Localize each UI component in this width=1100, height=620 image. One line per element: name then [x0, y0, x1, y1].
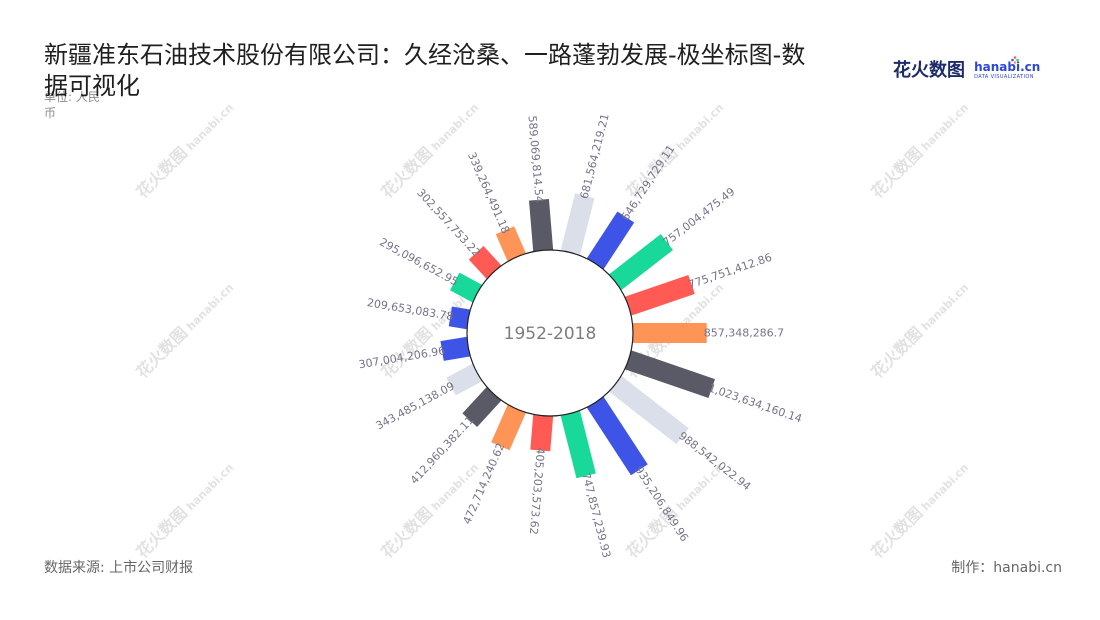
- polar-bar: [557, 193, 595, 267]
- bar-value-label: 1,023,634,160.14: [707, 381, 804, 425]
- center-circle: [466, 249, 634, 417]
- polar-bar: [613, 274, 695, 320]
- credit-note: 制作：hanabi.cn: [951, 560, 1062, 576]
- brand-logo: 花火数图 hanabi.cn DATA VISUALIZATION: [893, 56, 1041, 84]
- polar-bar: [528, 198, 555, 264]
- polar-bar: [599, 368, 689, 445]
- bar-value-label: 935,206,849.96: [632, 464, 691, 544]
- bar-value-label: 857,348,286.7: [704, 327, 784, 340]
- polar-bar: [599, 234, 673, 298]
- logo-wordmark-en: hanabi.cn: [974, 60, 1041, 74]
- polar-bar: [621, 323, 707, 343]
- bar-value-label: 339,264,491.18: [465, 150, 512, 235]
- bar-value-label: 775,751,412.86: [687, 251, 774, 292]
- bar-value-label: 307,004,206.96: [358, 344, 446, 371]
- unit-label: 单位: 人民币: [44, 90, 100, 120]
- polar-bar: [557, 399, 596, 479]
- chart-title: 新疆准东石油技术股份有限公司：久经沧桑、一路蓬勃发展-极坐标图-数据可视化: [44, 41, 806, 100]
- logo-wordmark-en-group: hanabi.cn DATA VISUALIZATION: [974, 56, 1041, 81]
- logo-wordmark-cn: 花火数图: [893, 60, 965, 81]
- polar-bar: [613, 346, 715, 398]
- bar-value-label: 589,069,814.54: [526, 115, 546, 203]
- bar-value-label: 988,542,022.94: [676, 429, 753, 493]
- bar-value-label: 302,557,753.22: [414, 186, 483, 259]
- bar-value-label: 405,203,573.62: [527, 447, 547, 535]
- center-label: 1952-2018: [504, 324, 597, 344]
- bar-value-label: 412,960,382.11: [408, 414, 477, 487]
- polar-bar: [580, 386, 648, 476]
- bar-value-label: 343,485,138.09: [374, 379, 457, 432]
- bar-value-label: 747,857,239.93: [579, 471, 613, 559]
- bar-value-label: 757,004,475.49: [660, 185, 737, 249]
- bar-value-label: 646,729,729.11: [619, 143, 678, 223]
- logo-spark-icon: [1011, 56, 1019, 64]
- bar-value-label: 681,564,219.21: [578, 112, 612, 200]
- bar-value-label: 209,653,083.78: [366, 296, 454, 323]
- bars-layer: [440, 193, 715, 479]
- bar-value-label: 295,096,652.95: [377, 235, 460, 288]
- logo-tagline: DATA VISUALIZATION: [974, 74, 1034, 80]
- bar-value-label: 472,714,240.62: [460, 441, 507, 526]
- data-source-note: 数据来源: 上市公司财报: [44, 560, 194, 576]
